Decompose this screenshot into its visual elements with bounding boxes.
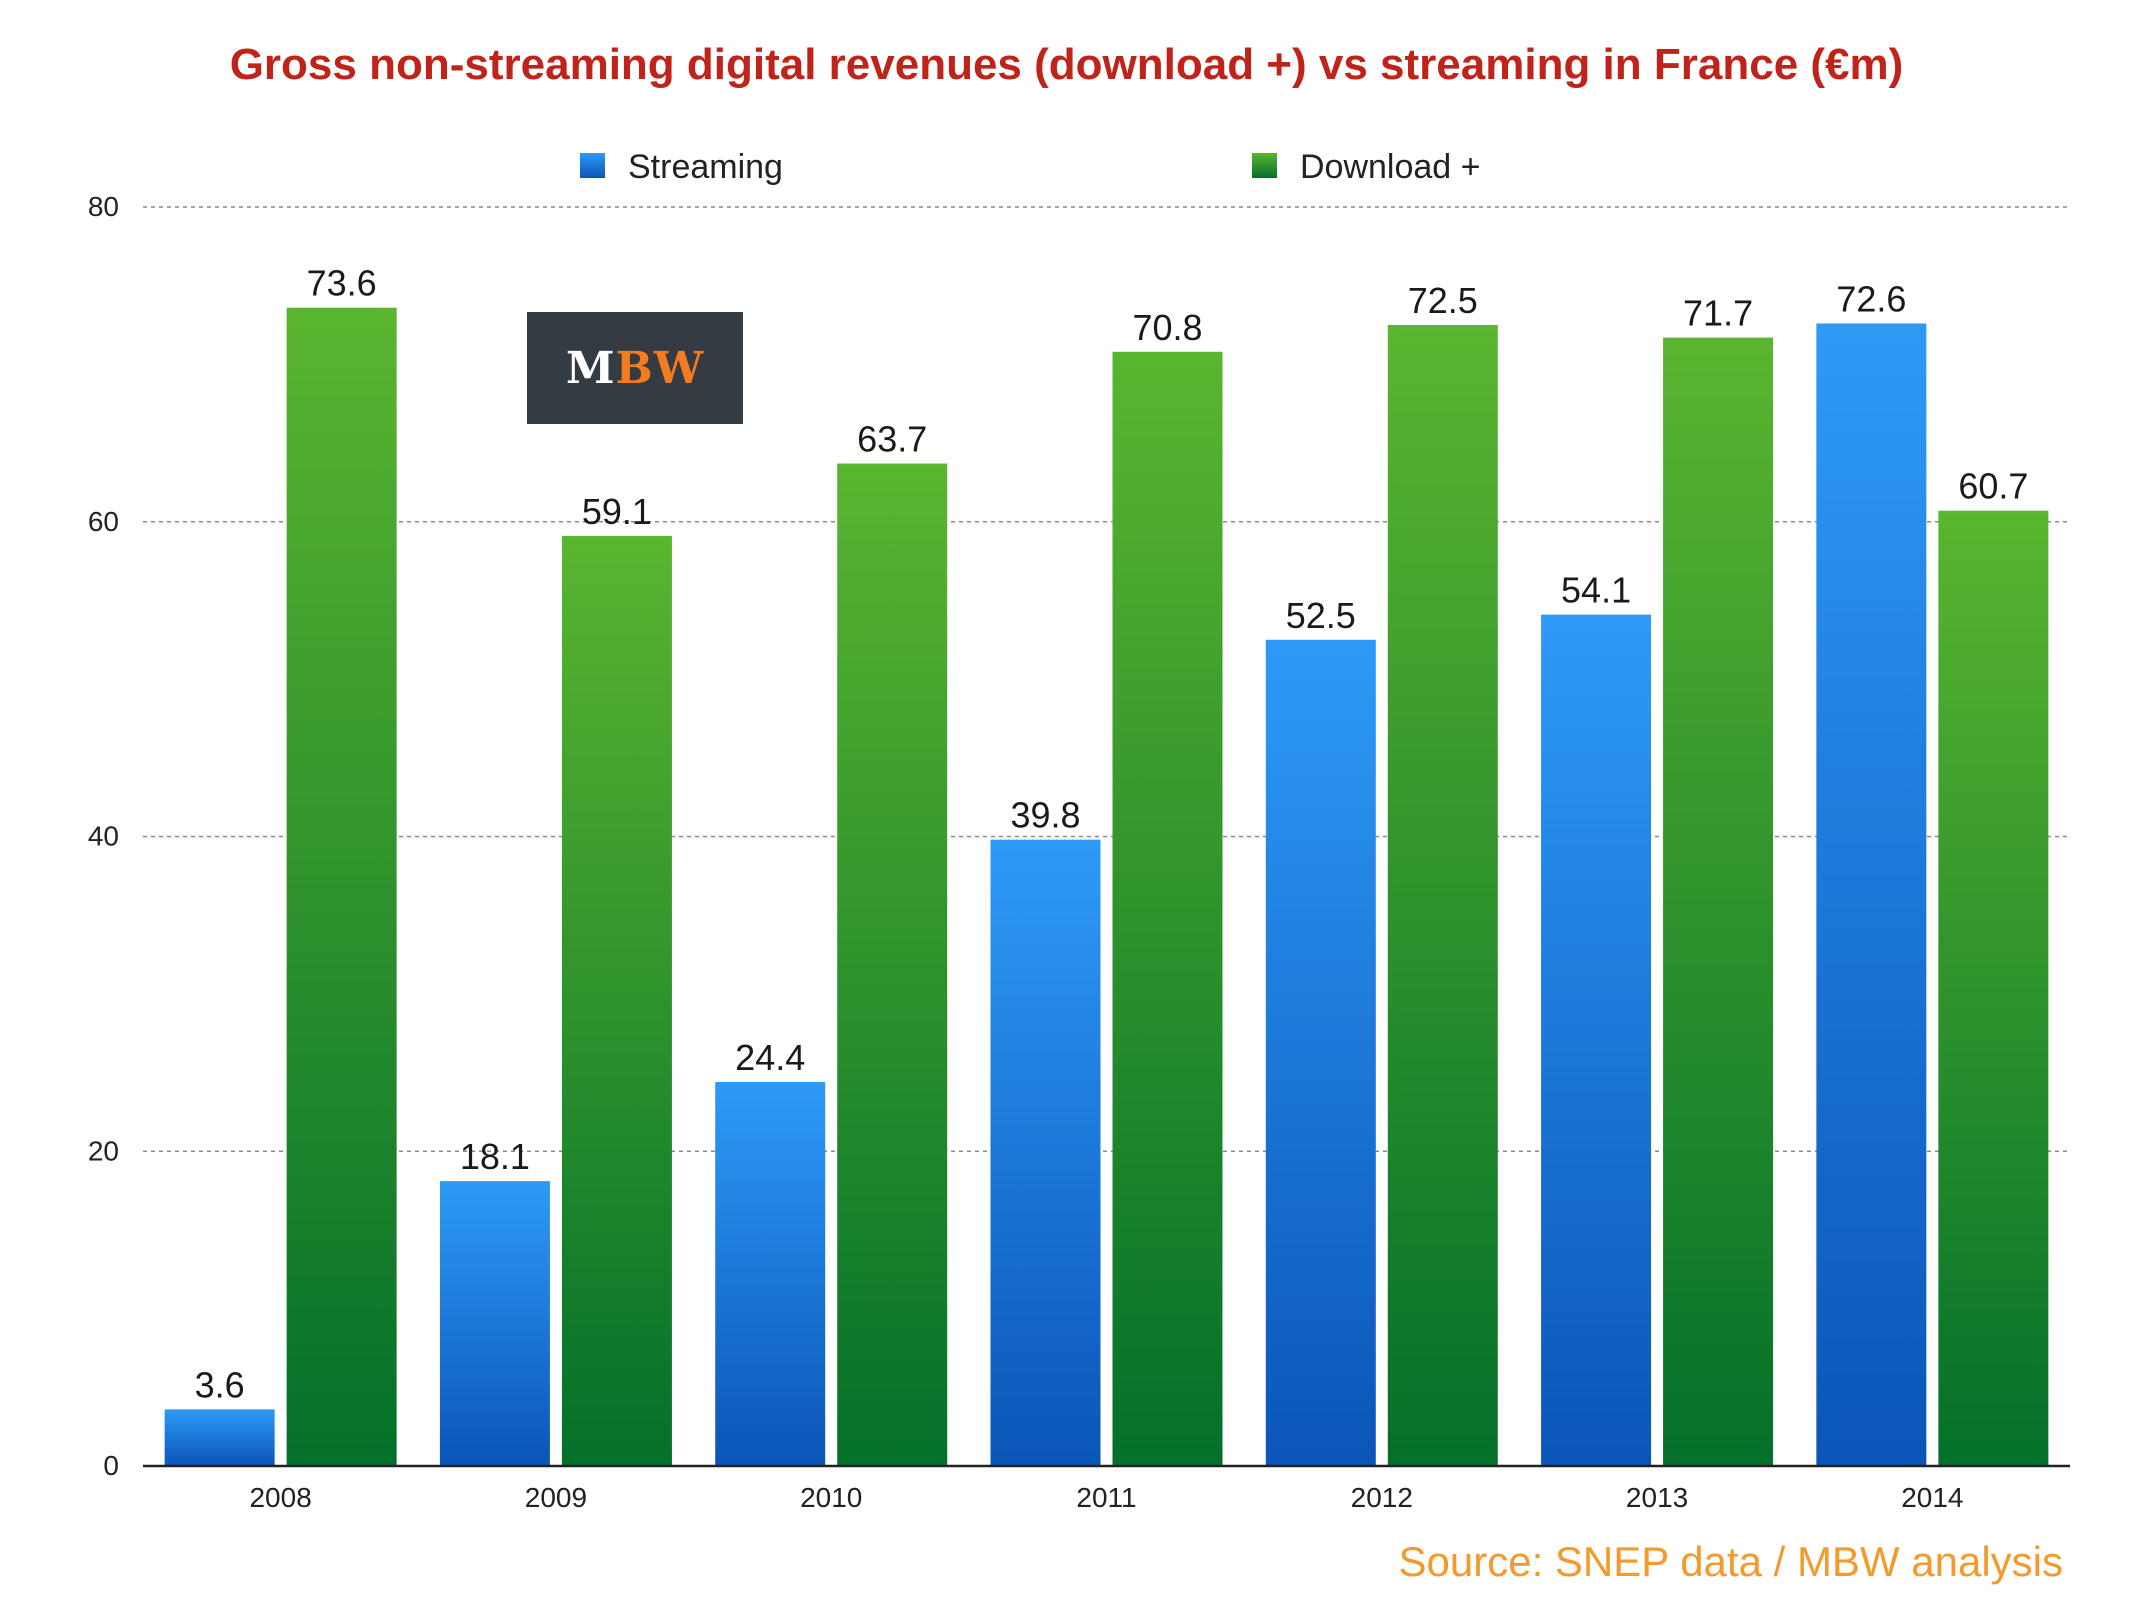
- download-bar-2013: [1663, 337, 1774, 1467]
- legend-swatch-download: [1252, 153, 1277, 178]
- axes: 0 20 40 60 80 2008 2009 2010 2011 2012 2013 2014: [88, 191, 2070, 1513]
- y-tick-label: 80: [88, 191, 119, 222]
- download-bar-2011: [1112, 351, 1223, 1466]
- streaming-bar-2014: [1816, 323, 1927, 1466]
- x-tick-label-2014: 2014: [1901, 1482, 1963, 1513]
- streaming-bar-2009: [439, 1181, 550, 1466]
- x-tick-label-2012: 2012: [1351, 1482, 1413, 1513]
- download-bar-2012: [1387, 325, 1498, 1466]
- streaming-bar-2012: [1265, 639, 1376, 1466]
- x-tick-label-2013: 2013: [1626, 1482, 1688, 1513]
- legend: Streaming Download +: [580, 148, 1481, 186]
- legend-label-download: Download +: [1300, 148, 1481, 186]
- y-tick-label: 60: [88, 506, 119, 537]
- download-value-label-2013: 71.7: [1683, 293, 1753, 334]
- y-tick-label: 0: [103, 1450, 119, 1481]
- streaming-value-label-2014: 72.6: [1836, 278, 1906, 319]
- source-note: Source: SNEP data / MBW analysis: [1398, 1538, 2064, 1585]
- x-tick-label-2011: 2011: [1076, 1482, 1136, 1513]
- logo-text-m: M: [565, 342, 616, 394]
- mbw-logo: M BW: [527, 312, 743, 424]
- download-value-label-2014: 60.7: [1958, 466, 2028, 507]
- streaming-value-label-2008: 3.6: [195, 1364, 245, 1405]
- streaming-bar-2011: [990, 839, 1101, 1466]
- streaming-value-label-2011: 39.8: [1010, 795, 1080, 836]
- download-value-label-2010: 63.7: [857, 419, 927, 460]
- logo-text-bw: BW: [615, 342, 705, 394]
- bars: [164, 307, 2049, 1467]
- x-tick-label-2009: 2009: [525, 1482, 587, 1513]
- streaming-bar-2010: [715, 1082, 826, 1466]
- data-labels: 3.6 73.6 18.1 59.1 24.4 63.7 39.8 70.8 52.5 72.5 5…: [195, 263, 2029, 1406]
- x-tick-label-2008: 2008: [249, 1482, 311, 1513]
- download-value-label-2011: 70.8: [1132, 307, 1202, 348]
- streaming-value-label-2013: 54.1: [1561, 570, 1631, 611]
- download-value-label-2008: 73.6: [307, 263, 377, 304]
- streaming-value-label-2012: 52.5: [1286, 595, 1356, 636]
- download-bar-2014: [1938, 510, 2049, 1466]
- legend-label-streaming: Streaming: [628, 148, 783, 186]
- x-tick-label-2010: 2010: [800, 1482, 862, 1513]
- y-tick-label: 20: [88, 1135, 119, 1166]
- chart-title: Gross non-streaming digital revenues (do…: [229, 40, 1904, 89]
- download-value-label-2009: 59.1: [582, 491, 652, 532]
- streaming-bar-2008: [164, 1409, 275, 1466]
- streaming-value-label-2009: 18.1: [460, 1136, 530, 1177]
- download-bar-2008: [286, 307, 397, 1467]
- gridlines: [143, 206, 2070, 1152]
- streaming-bar-2013: [1541, 614, 1652, 1466]
- download-value-label-2012: 72.5: [1408, 280, 1478, 321]
- download-bar-2009: [561, 535, 672, 1466]
- download-bar-2010: [837, 463, 948, 1466]
- y-tick-label: 40: [88, 821, 119, 852]
- legend-swatch-streaming: [580, 153, 605, 178]
- streaming-value-label-2010: 24.4: [735, 1037, 805, 1078]
